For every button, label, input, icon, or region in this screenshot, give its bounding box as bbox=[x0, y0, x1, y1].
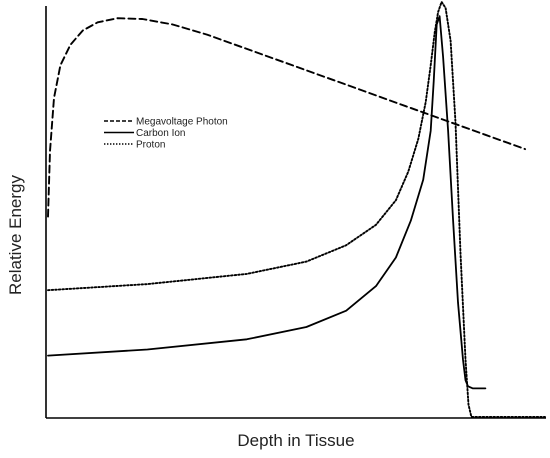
legend-label-megavoltage-photon: Megavoltage Photon bbox=[136, 117, 228, 128]
x-axis-label: Depth in Tissue bbox=[237, 431, 354, 450]
series-line-proton bbox=[47, 0, 546, 418]
legend-label-carbon-ion: Carbon Ion bbox=[136, 128, 185, 139]
series-line-carbon-ion bbox=[47, 15, 487, 390]
series-line-megavoltage-photon bbox=[47, 17, 527, 218]
legend-label-proton: Proton bbox=[136, 140, 165, 151]
series-layer bbox=[47, 0, 546, 418]
y-axis-label: Relative Energy bbox=[6, 175, 25, 296]
